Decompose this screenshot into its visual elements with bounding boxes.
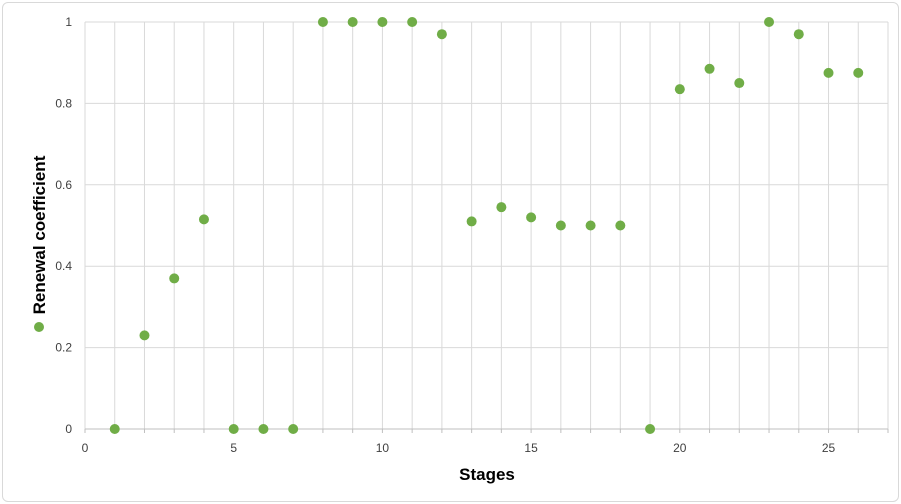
y-tick-label: 1: [65, 15, 72, 29]
data-point: [853, 67, 864, 78]
data-point: [496, 202, 507, 213]
y-tick-label: 0.6: [55, 178, 72, 192]
data-point: [377, 17, 388, 27]
data-point: [764, 17, 775, 27]
x-tick-label: 20: [673, 441, 687, 455]
y-tick-labels: 0 0.2 0.4 0.6 0.8 1: [55, 15, 72, 436]
x-tick-label: 15: [524, 441, 538, 455]
data-point: [436, 29, 447, 40]
data-point: [526, 212, 537, 223]
y-tick-label: 0.2: [55, 341, 72, 355]
data-point: [674, 84, 685, 95]
data-point: [466, 216, 477, 227]
y-tick-label: 0.8: [55, 96, 72, 110]
y-axis-title-group: Renewal coefficient: [30, 155, 49, 332]
legend-marker: [34, 322, 44, 332]
data-point: [734, 78, 745, 89]
data-point: [555, 220, 566, 231]
data-point: [169, 273, 180, 284]
x-tick-label: 10: [376, 441, 390, 455]
axes: [84, 428, 889, 433]
data-point: [228, 424, 239, 434]
x-tick-labels: 0 5 10 15 20 25: [82, 441, 836, 455]
y-axis-title: Renewal coefficient: [30, 155, 49, 314]
x-tick-label: 25: [822, 441, 836, 455]
data-point: [347, 17, 358, 27]
data-point: [793, 29, 804, 40]
x-axis-title: Stages: [459, 465, 515, 484]
data-point: [585, 220, 596, 231]
data-point: [645, 424, 656, 434]
y-tick-label: 0.4: [55, 259, 72, 273]
data-point: [109, 424, 120, 434]
data-point: [823, 67, 834, 78]
y-tick-label: 0: [65, 422, 72, 436]
data-point: [198, 214, 209, 225]
data-point: [615, 220, 626, 231]
data-point: [317, 17, 328, 27]
x-tick-label: 5: [230, 441, 237, 455]
data-point: [258, 424, 269, 434]
data-point: [139, 330, 150, 341]
grid-lines: [84, 21, 889, 430]
data-point: [704, 63, 715, 74]
data-point: [288, 424, 299, 434]
data-point: [407, 17, 418, 27]
data-points: [109, 17, 864, 434]
x-tick-label: 0: [82, 441, 89, 455]
